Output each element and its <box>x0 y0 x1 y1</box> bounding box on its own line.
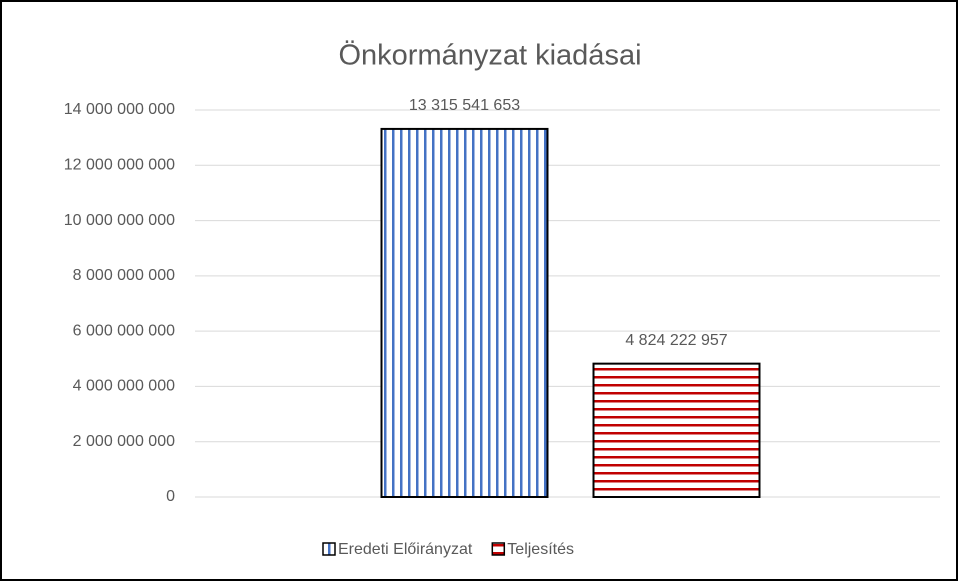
chart-title: Önkormányzat kiadásai <box>338 40 641 72</box>
legend-swatch <box>322 542 336 556</box>
data-label: 4 824 222 957 <box>625 332 727 349</box>
y-tick-label: 12 000 000 000 <box>64 157 175 174</box>
y-tick-label: 4 000 000 000 <box>73 378 175 395</box>
y-tick-label: 0 <box>166 488 175 505</box>
y-tick-label: 10 000 000 000 <box>64 212 175 229</box>
y-tick-label: 14 000 000 000 <box>64 101 175 118</box>
y-tick-label: 8 000 000 000 <box>73 267 175 284</box>
bar <box>380 127 549 498</box>
legend-label: Teljesítés <box>507 541 574 558</box>
legend-swatch <box>491 542 506 556</box>
y-tick-label: 6 000 000 000 <box>73 322 175 339</box>
bar <box>592 362 761 498</box>
legend-label: Eredeti Előirányzat <box>338 541 473 558</box>
y-tick-label: 2 000 000 000 <box>73 433 175 450</box>
data-label: 13 315 541 653 <box>409 97 520 114</box>
